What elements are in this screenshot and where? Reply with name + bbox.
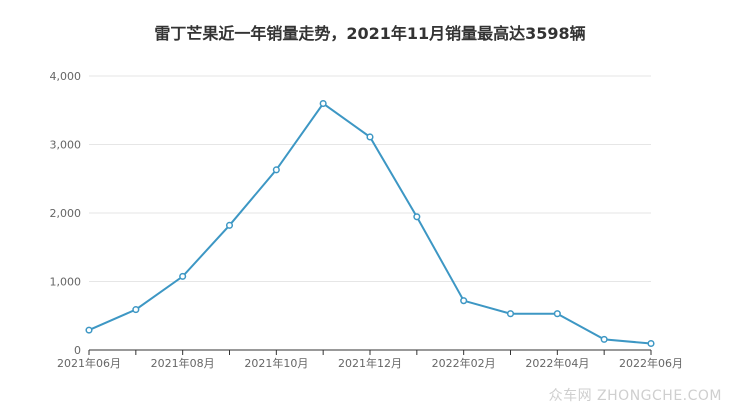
x-tick-label: 2022年04月 [525,356,589,370]
data-point[interactable] [225,221,234,229]
y-tick-label: 2,000 [50,207,82,220]
data-point[interactable] [506,310,515,318]
data-point[interactable] [85,326,93,334]
gridlines [89,75,651,282]
data-point[interactable] [179,272,187,280]
data-point[interactable] [319,99,327,108]
data-point[interactable] [600,335,608,343]
x-tick-label: 2021年06月 [57,356,121,370]
y-tick-label: 4,000 [50,70,82,83]
data-points [85,99,655,348]
chart-title: 雷丁芒果近一年销量走势，2021年11月销量最高达3598辆 [154,24,586,43]
data-point[interactable] [553,310,561,318]
x-tick-label: 2022年02月 [432,356,496,370]
data-point[interactable] [460,297,468,305]
watermark: 众车网 ZHONGCHE.COM [548,388,722,404]
x-tick-label: 2021年12月 [338,356,402,370]
x-tick-label: 2022年06月 [619,356,683,370]
y-tick-label: 0 [74,344,81,357]
data-point[interactable] [366,133,374,141]
data-point[interactable] [413,213,421,221]
y-tick-label: 3,000 [50,139,82,152]
data-point[interactable] [647,339,655,348]
x-tick-label: 2021年08月 [151,356,215,370]
data-point[interactable] [272,166,280,174]
y-axis: 0 1,000 2,000 3,000 4,000 [50,70,82,357]
data-point[interactable] [132,306,140,314]
x-tick-label: 2021年10月 [244,356,308,370]
y-tick-label: 1,000 [50,276,82,289]
x-axis: 2021年06月 2021年08月 2021年10月 2021年12月 2022年02月… [57,349,683,370]
